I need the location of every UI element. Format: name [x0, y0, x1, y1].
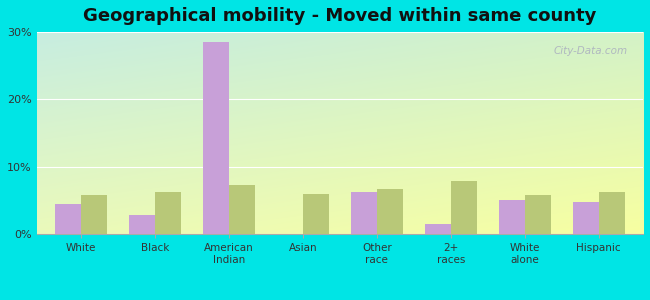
Bar — [573, 202, 599, 234]
Text: City-Data.com: City-Data.com — [554, 46, 628, 56]
Bar — [155, 192, 181, 234]
Bar — [599, 192, 625, 234]
Bar — [499, 200, 525, 234]
Bar — [81, 195, 107, 234]
Bar — [525, 195, 551, 234]
Title: Geographical mobility - Moved within same county: Geographical mobility - Moved within sam… — [83, 7, 597, 25]
Bar — [55, 204, 81, 234]
Bar — [203, 42, 229, 234]
Bar — [425, 224, 450, 234]
Bar — [303, 194, 329, 234]
Bar — [450, 182, 476, 234]
Bar — [377, 189, 402, 234]
Bar — [129, 215, 155, 234]
Bar — [351, 192, 377, 234]
Bar — [229, 185, 255, 234]
